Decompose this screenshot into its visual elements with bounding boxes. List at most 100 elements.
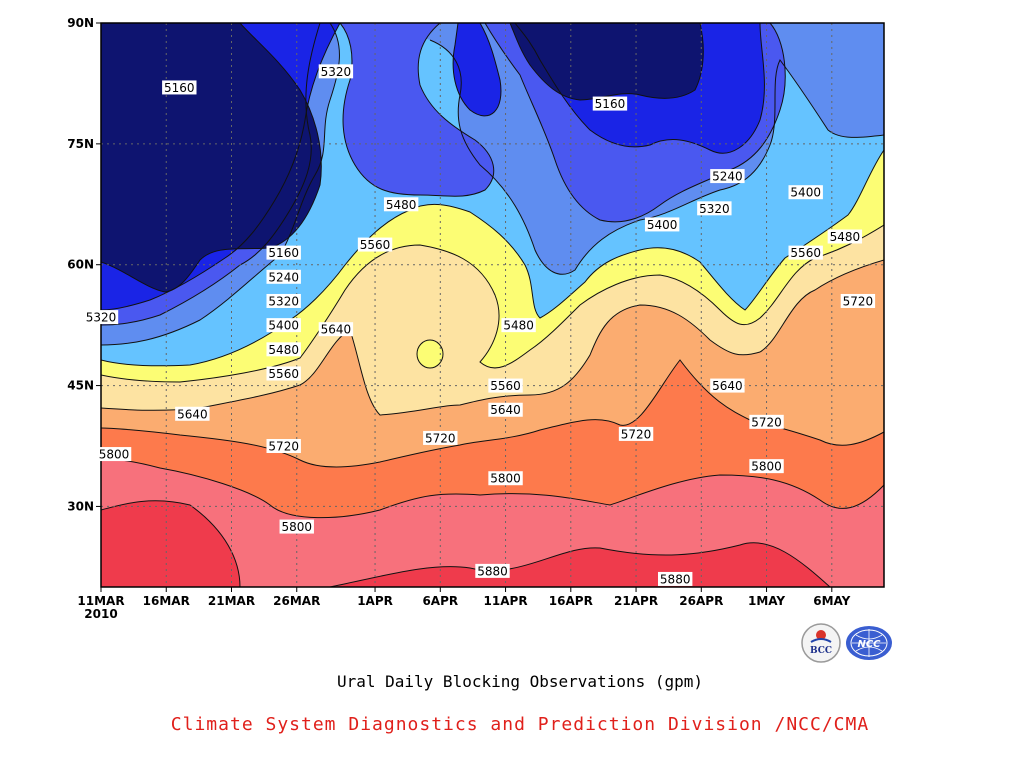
contour-label-text: 5800 [490, 472, 521, 486]
contour-label-text: 5720 [621, 427, 652, 441]
contour-label-bg [318, 64, 354, 79]
axes: 11MAR 16MAR 21MAR 26MAR 1APR 6APR 11APR 16APR 21… [67, 16, 850, 621]
ncc-logo-text: NCC [857, 639, 881, 650]
contour-label: 5720 [749, 414, 784, 429]
x-tick-label: 6MAY [813, 594, 850, 608]
contour-label-text: 5160 [268, 246, 299, 260]
contour-label-bg [83, 310, 119, 325]
ncc-logo: NCC [846, 626, 892, 660]
contour-label-text: 5640 [490, 403, 521, 417]
contour-label: 5560 [357, 237, 393, 252]
contour-label-text: 5240 [268, 270, 299, 284]
contour-label-text: 5320 [268, 294, 299, 308]
contour-label-text: 5320 [699, 202, 730, 216]
contour-label: 5800 [96, 447, 132, 462]
contour-label: 5320 [318, 64, 354, 79]
contour-label-bg [501, 318, 536, 333]
x-tick-label: 26MAR [273, 594, 320, 608]
x-tick-label: 21APR [614, 594, 658, 608]
x-tick-label: 16MAR [143, 594, 190, 608]
contour-label-text: 5480 [386, 198, 417, 212]
contour-label: 5800 [749, 459, 784, 474]
contour-label-bg [710, 169, 745, 184]
contour-label-text: 5640 [712, 379, 743, 393]
contour-label-text: 5560 [268, 367, 299, 381]
contour-label-bg [710, 378, 745, 393]
contour-label-bg [96, 447, 132, 462]
contour-label: 5720 [618, 426, 654, 441]
contour-label-text: 5640 [321, 323, 352, 337]
contour-label: 5240 [266, 269, 301, 284]
band-5640-island [417, 340, 443, 368]
contour-label-bg [618, 426, 654, 441]
contour-label-text: 5400 [647, 218, 678, 232]
contour-label: 5720 [840, 293, 876, 308]
contour-label-bg [279, 519, 314, 534]
contour-label-text: 5640 [177, 407, 208, 421]
contour-label-text: 5320 [86, 311, 117, 325]
contour-label: 5560 [266, 366, 301, 381]
contour-label-bg [266, 366, 301, 381]
contour-label: 5320 [83, 310, 119, 325]
plot-frame [100, 22, 885, 588]
contour-label-bg [592, 96, 628, 111]
contour-label-bg [266, 342, 301, 357]
y-tick-label: 75N [67, 137, 94, 151]
contour-label-bg [266, 245, 301, 260]
contour-label: 5400 [788, 185, 823, 200]
contour-label-bg [697, 201, 732, 216]
contour-label: 5640 [710, 378, 745, 393]
contour-label: 5480 [827, 229, 863, 244]
contour-label-bg [162, 80, 197, 95]
contour-label: 5160 [592, 96, 628, 111]
contour-label-bg [475, 563, 510, 578]
contour-label-text: 5880 [477, 564, 508, 578]
contour-label: 5720 [266, 439, 301, 454]
contour-label: 5480 [501, 318, 536, 333]
x-tick-label: 21MAR [208, 594, 255, 608]
contour-label-text: 5400 [790, 186, 821, 200]
contour-label: 5400 [644, 217, 680, 232]
contour-label-text: 5800 [751, 460, 782, 474]
contour-label-bg [423, 430, 458, 445]
y-tick-label: 90N [67, 16, 94, 30]
contour-label-text: 5160 [595, 97, 626, 111]
contour-label-text: 5720 [843, 294, 874, 308]
band-below-5160-b [510, 23, 704, 100]
contour-label-bg [658, 571, 693, 586]
x-tick-label: 11MAR [77, 594, 124, 608]
contour-label-bg [266, 439, 301, 453]
contour-label-text: 5800 [99, 448, 130, 462]
contour-label-bg [644, 217, 680, 232]
contour-label: 5480 [383, 197, 419, 212]
bcc-logo-text: BCC [810, 646, 832, 656]
contour-label-text: 5160 [164, 81, 195, 95]
contour-label-bg [749, 414, 784, 429]
contour-label-text: 5560 [490, 379, 521, 393]
contour-label-text: 5480 [503, 319, 534, 333]
x-tick-label: 1MAY [748, 594, 785, 608]
contour-label: 5240 [710, 169, 745, 184]
contour-label-text: 5880 [660, 572, 691, 586]
contour-label: 5320 [697, 201, 732, 216]
contour-label: 5320 [266, 293, 301, 308]
contour-label-bg [266, 293, 301, 308]
y-tick-label: 30N [67, 499, 94, 513]
contour-label: 5880 [475, 563, 510, 578]
contour-label: 5800 [488, 471, 523, 486]
contour-label: 5880 [658, 571, 693, 586]
contour-label: 5560 [488, 378, 523, 393]
contour-label: 5400 [266, 318, 301, 333]
contour-label-bg [488, 378, 523, 393]
contour-label: 5800 [279, 519, 314, 534]
contour-label-bg [175, 406, 210, 421]
contour-label-text: 5400 [268, 319, 299, 333]
y-tick-label: 45N [67, 379, 94, 393]
contour-labels: 5160 5320 5160 5240 5400 5320 5400 5480 5560 5480… [83, 64, 876, 586]
contour-label-text: 5720 [751, 415, 782, 429]
contour-label-bg [840, 293, 876, 308]
contour-label-bg [788, 245, 823, 260]
contour-label-bg [827, 229, 863, 244]
contour-label-text: 5800 [281, 520, 312, 534]
